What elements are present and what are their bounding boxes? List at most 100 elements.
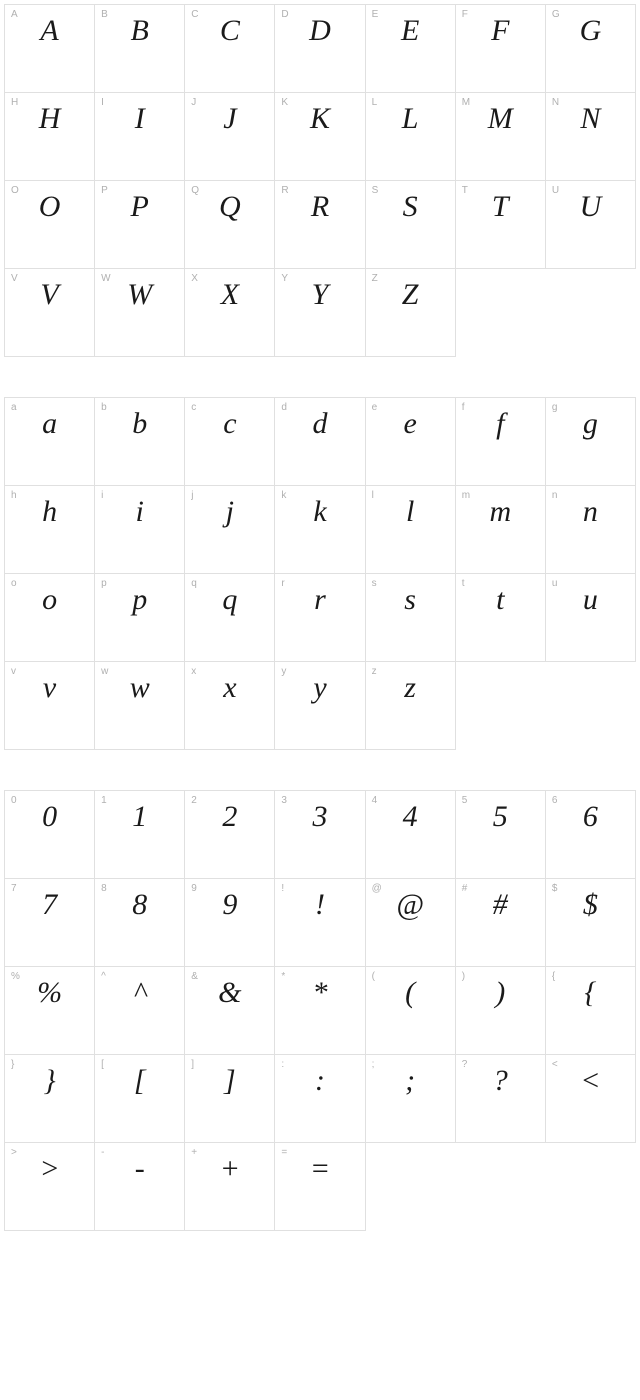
glyph-cell[interactable]: !! <box>275 879 365 967</box>
glyph-cell[interactable]: 77 <box>5 879 95 967</box>
glyph-cell[interactable]: WW <box>95 269 185 357</box>
glyph-display: E <box>366 13 455 49</box>
glyph-cell[interactable]: HH <box>5 93 95 181</box>
glyph-cell[interactable]: 66 <box>546 791 636 879</box>
glyph-cell[interactable]: gg <box>546 398 636 486</box>
glyph-cell[interactable]: ZZ <box>366 269 456 357</box>
glyph-cell[interactable]: $$ <box>546 879 636 967</box>
glyph-cell[interactable]: SS <box>366 181 456 269</box>
glyph-cell[interactable]: -- <box>95 1143 185 1231</box>
glyph-display: 6 <box>546 799 635 835</box>
glyph-cell[interactable]: dd <box>275 398 365 486</box>
glyph-display: b <box>95 406 184 442</box>
glyph-cell[interactable]: aa <box>5 398 95 486</box>
glyph-cell[interactable]: ff <box>456 398 546 486</box>
glyph-cell[interactable]: )) <box>456 967 546 1055</box>
glyph-cell[interactable]: 00 <box>5 791 95 879</box>
glyph-cell[interactable]: ++ <box>185 1143 275 1231</box>
glyph-cell[interactable]: ll <box>366 486 456 574</box>
glyph-cell[interactable]: rr <box>275 574 365 662</box>
glyph-cell[interactable]: ^^ <box>95 967 185 1055</box>
glyph-cell[interactable]: yy <box>275 662 365 750</box>
glyph-cell[interactable]: EE <box>366 5 456 93</box>
section-lowercase: aabbccddeeffgg hhiijjkkllmmnn ooppqqrrsstt… <box>4 397 636 750</box>
glyph-cell[interactable]: ;; <box>366 1055 456 1143</box>
glyph-cell[interactable]: 44 <box>366 791 456 879</box>
glyph-cell[interactable]: tt <box>456 574 546 662</box>
glyph-display: r <box>275 582 364 618</box>
glyph-display: a <box>5 406 94 442</box>
glyph-cell[interactable]: oo <box>5 574 95 662</box>
glyph-cell[interactable]: VV <box>5 269 95 357</box>
glyph-cell[interactable]: {{ <box>546 967 636 1055</box>
glyph-cell[interactable]: }} <box>5 1055 95 1143</box>
glyph-cell[interactable]: nn <box>546 486 636 574</box>
glyph-cell[interactable]: mm <box>456 486 546 574</box>
glyph-display: v <box>5 670 94 706</box>
glyph-cell[interactable]: 99 <box>185 879 275 967</box>
glyph-cell[interactable]: DD <box>275 5 365 93</box>
glyph-cell[interactable]: cc <box>185 398 275 486</box>
glyph-cell[interactable]: 11 <box>95 791 185 879</box>
glyph-display: I <box>95 101 184 137</box>
glyph-cell[interactable]: ## <box>456 879 546 967</box>
glyph-cell[interactable]: TT <box>456 181 546 269</box>
glyph-cell[interactable]: bb <box>95 398 185 486</box>
glyph-cell[interactable]: uu <box>546 574 636 662</box>
glyph-cell[interactable]: hh <box>5 486 95 574</box>
glyph-display: & <box>185 975 274 1011</box>
glyph-cell[interactable]: ss <box>366 574 456 662</box>
glyph-cell[interactable]: ii <box>95 486 185 574</box>
glyph-cell[interactable]: MM <box>456 93 546 181</box>
glyph-cell[interactable]: PP <box>95 181 185 269</box>
glyph-cell[interactable]: xx <box>185 662 275 750</box>
glyph-display: k <box>275 494 364 530</box>
glyph-cell[interactable]: ee <box>366 398 456 486</box>
glyph-cell[interactable]: BB <box>95 5 185 93</box>
glyph-cell[interactable]: qq <box>185 574 275 662</box>
glyph-cell[interactable]: YY <box>275 269 365 357</box>
glyph-cell[interactable]: LL <box>366 93 456 181</box>
glyph-display: 2 <box>185 799 274 835</box>
glyph-cell[interactable]: KK <box>275 93 365 181</box>
glyph-display: M <box>456 101 545 137</box>
glyph-display: n <box>546 494 635 530</box>
glyph-cell[interactable]: >> <box>5 1143 95 1231</box>
glyph-cell[interactable]: 88 <box>95 879 185 967</box>
glyph-display: 0 <box>5 799 94 835</box>
glyph-cell[interactable]: FF <box>456 5 546 93</box>
glyph-cell[interactable]: zz <box>366 662 456 750</box>
glyph-cell[interactable]: ]] <box>185 1055 275 1143</box>
glyph-cell[interactable]: XX <box>185 269 275 357</box>
glyph-cell[interactable]: 55 <box>456 791 546 879</box>
glyph-cell[interactable]: vv <box>5 662 95 750</box>
glyph-cell[interactable]: @@ <box>366 879 456 967</box>
glyph-cell[interactable]: RR <box>275 181 365 269</box>
glyph-cell[interactable]: :: <box>275 1055 365 1143</box>
glyph-display: f <box>456 406 545 442</box>
glyph-cell[interactable]: AA <box>5 5 95 93</box>
glyph-cell[interactable]: %% <box>5 967 95 1055</box>
glyph-display: j <box>185 494 274 530</box>
glyph-cell[interactable]: == <box>275 1143 365 1231</box>
glyph-cell[interactable]: [[ <box>95 1055 185 1143</box>
glyph-cell[interactable]: ** <box>275 967 365 1055</box>
glyph-cell[interactable]: 22 <box>185 791 275 879</box>
glyph-cell[interactable]: ww <box>95 662 185 750</box>
glyph-cell[interactable]: OO <box>5 181 95 269</box>
glyph-cell[interactable]: jj <box>185 486 275 574</box>
glyph-cell[interactable]: UU <box>546 181 636 269</box>
glyph-cell[interactable]: NN <box>546 93 636 181</box>
glyph-cell[interactable]: ?? <box>456 1055 546 1143</box>
glyph-cell[interactable]: kk <box>275 486 365 574</box>
glyph-cell[interactable]: CC <box>185 5 275 93</box>
glyph-cell[interactable]: << <box>546 1055 636 1143</box>
glyph-cell[interactable]: JJ <box>185 93 275 181</box>
glyph-cell[interactable]: pp <box>95 574 185 662</box>
glyph-cell[interactable]: && <box>185 967 275 1055</box>
glyph-cell[interactable]: GG <box>546 5 636 93</box>
glyph-cell[interactable]: 33 <box>275 791 365 879</box>
glyph-cell[interactable]: (( <box>366 967 456 1055</box>
glyph-cell[interactable]: QQ <box>185 181 275 269</box>
glyph-cell[interactable]: II <box>95 93 185 181</box>
